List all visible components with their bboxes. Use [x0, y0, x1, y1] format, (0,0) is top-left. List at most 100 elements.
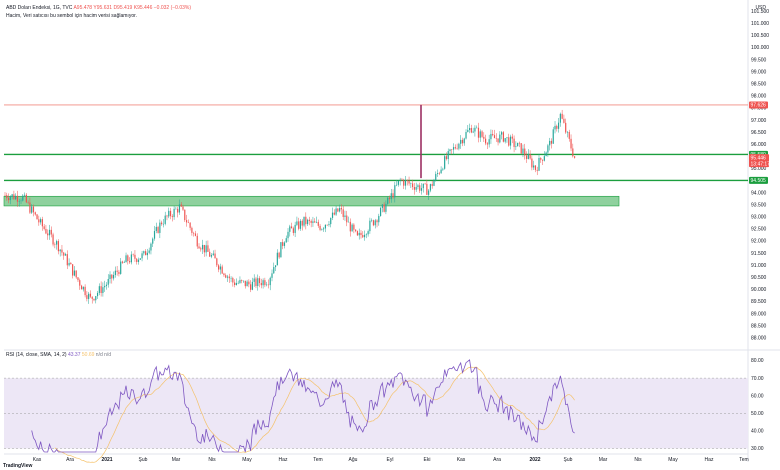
candle-body [251, 281, 254, 290]
time-axis-label: Eki [424, 457, 431, 463]
level-price-tag [749, 176, 768, 184]
candle-body [130, 254, 132, 263]
candle-body [219, 266, 221, 270]
candle-body [433, 180, 435, 186]
rsi-tick-label: 80.00 [751, 358, 764, 364]
candle-body [515, 146, 517, 147]
candle-body [468, 128, 471, 131]
candle-body [541, 159, 544, 161]
price-tick-label: 94.000 [751, 190, 767, 196]
candle-body [84, 286, 86, 296]
candle-body [234, 282, 236, 286]
candle-body [504, 138, 506, 142]
candle-body [363, 234, 366, 238]
candle-body [501, 132, 503, 135]
candle-body [470, 128, 472, 133]
candle-body [565, 122, 567, 133]
candle-body [189, 222, 191, 228]
symbol-title[interactable]: ABD Doları Endeksi, 1G, TVC [6, 5, 73, 11]
candle-body [278, 252, 280, 258]
level-price-tag [749, 101, 768, 109]
candle-body [547, 145, 549, 153]
price-tick-label: 96.500 [751, 130, 767, 136]
price-tick-label: 98.000 [751, 94, 767, 100]
candle-body [168, 210, 170, 217]
rsi-header[interactable]: RSI (14, close, SMA, 14, 2) 43.37 50.69 … [6, 352, 111, 358]
candle-body [415, 187, 417, 190]
candle-body [177, 208, 179, 213]
candle-body [287, 231, 289, 239]
candle-body [335, 208, 337, 215]
candle-body [232, 278, 234, 283]
candle-body [392, 193, 394, 198]
candle-body [31, 206, 33, 213]
candle-body [96, 292, 99, 297]
candle-body [127, 255, 129, 262]
bar-countdown-text: 13:47:17 [751, 161, 771, 167]
time-axis-label: May [242, 457, 252, 463]
candle-body [563, 118, 565, 123]
candle-body [191, 227, 193, 233]
candle-body [344, 215, 346, 217]
candle-body [533, 165, 535, 168]
candle-body [465, 131, 467, 139]
candle-body [29, 202, 31, 213]
rsi-value: 43.37 [67, 352, 81, 358]
ohlc-close: K95.446 [133, 5, 153, 11]
candle-body [285, 238, 287, 243]
time-axis-label: Haz [279, 457, 288, 463]
candle-body [77, 277, 79, 281]
candle-body [568, 131, 570, 139]
candle-body [511, 136, 513, 139]
candle-body [476, 127, 478, 129]
candle-body [118, 271, 120, 274]
candle-body [315, 221, 318, 223]
price-tick-label: 101.500 [751, 9, 769, 15]
candle-body [6, 195, 8, 199]
candle-body [356, 231, 359, 236]
candle-body [111, 274, 113, 279]
price-tick-label: 92.000 [751, 239, 767, 245]
time-axis-label: Kas [457, 457, 466, 463]
candle-body [205, 245, 207, 253]
candle-body [40, 219, 42, 223]
time-axis-label: Haz [705, 457, 714, 463]
candle-body [477, 127, 480, 138]
candle-body [518, 142, 521, 144]
rsi-line [31, 359, 575, 453]
candle-body [438, 173, 440, 174]
tradingview-logo[interactable]: TradingView [3, 463, 32, 469]
level-price-tag-text: 94.505 [751, 178, 767, 184]
currency-label[interactable]: USD [755, 5, 766, 11]
candle-body [237, 282, 239, 284]
candle-body [353, 224, 355, 230]
candle-body [264, 280, 266, 286]
candle-body [479, 131, 481, 138]
candle-body [493, 135, 496, 139]
candle-body [242, 280, 245, 282]
candle-body [328, 224, 330, 225]
candle-body [426, 183, 428, 195]
candle-body [255, 278, 257, 287]
time-axis-label: Tem [313, 457, 322, 463]
candle-body [520, 143, 522, 154]
candle-body [223, 273, 225, 276]
candle-body [136, 258, 138, 262]
price-tick-label: 101.000 [751, 21, 769, 27]
rsi-ma-value: 50.69 [81, 352, 95, 358]
candle-body [566, 131, 569, 133]
candle-body [492, 133, 494, 136]
time-axis-label: Mar [172, 457, 181, 463]
candle-body [169, 210, 172, 217]
ohlc-low: D95.419 [113, 5, 133, 11]
candle-body [246, 281, 248, 287]
candle-body [56, 241, 58, 245]
candle-body [23, 194, 26, 196]
candle-body [449, 149, 451, 152]
candle-body [260, 283, 262, 286]
candle-body [164, 215, 166, 224]
candle-body [267, 284, 270, 286]
candle-body [347, 221, 350, 223]
candle-body [417, 185, 419, 188]
